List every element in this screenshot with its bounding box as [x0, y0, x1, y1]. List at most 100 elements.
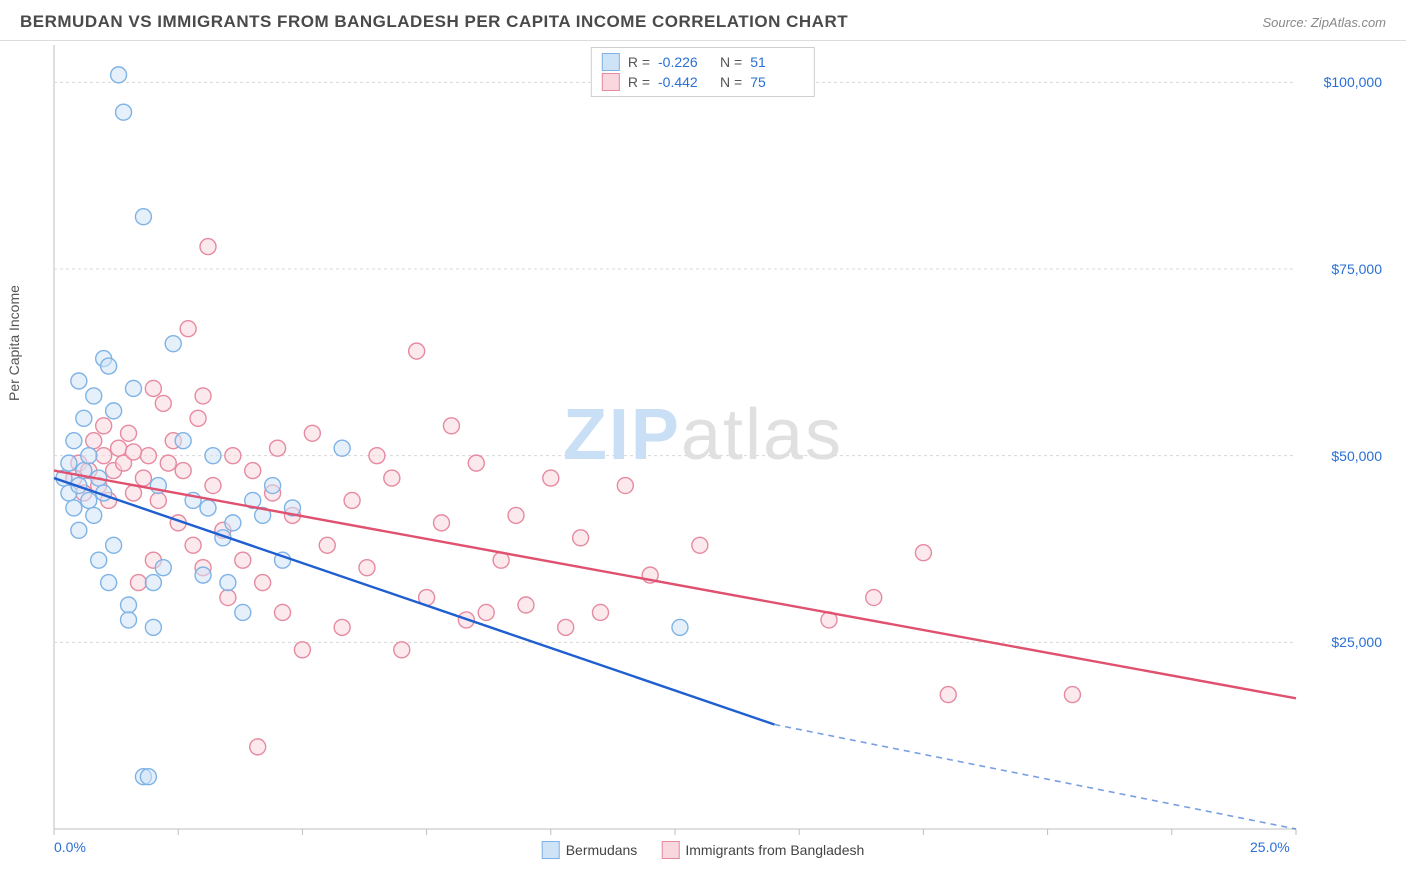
data-point	[135, 470, 151, 486]
data-point	[434, 515, 450, 531]
data-point	[195, 388, 211, 404]
data-point	[270, 440, 286, 456]
data-point	[125, 444, 141, 460]
data-point	[96, 448, 112, 464]
data-point	[265, 478, 281, 494]
data-point	[66, 433, 82, 449]
data-point	[101, 358, 117, 374]
data-point	[235, 552, 251, 568]
data-point	[508, 507, 524, 523]
data-point	[71, 522, 87, 538]
x-axis-start-label: 0.0%	[54, 839, 86, 855]
data-point	[190, 410, 206, 426]
data-point	[220, 590, 236, 606]
data-point	[106, 403, 122, 419]
data-point	[369, 448, 385, 464]
data-point	[1064, 687, 1080, 703]
data-point	[61, 455, 77, 471]
data-point	[478, 604, 494, 620]
data-point	[86, 388, 102, 404]
data-point	[111, 67, 127, 83]
data-point	[617, 478, 633, 494]
data-point	[334, 619, 350, 635]
series-legend: Bermudans Immigrants from Bangladesh	[542, 841, 865, 859]
data-point	[66, 500, 82, 516]
legend-item: Immigrants from Bangladesh	[661, 841, 864, 859]
data-point	[86, 507, 102, 523]
data-point	[155, 395, 171, 411]
data-point	[195, 567, 211, 583]
data-point	[145, 575, 161, 591]
data-point	[200, 239, 216, 255]
data-point	[866, 590, 882, 606]
data-point	[185, 537, 201, 553]
data-point	[81, 492, 97, 508]
stats-row: R =-0.226N =51	[602, 52, 804, 72]
data-point	[225, 515, 241, 531]
data-point	[573, 530, 589, 546]
data-point	[205, 448, 221, 464]
legend-swatch	[661, 841, 679, 859]
data-point	[443, 418, 459, 434]
data-point	[140, 769, 156, 785]
y-tick-label: $50,000	[1331, 448, 1382, 464]
y-tick-label: $75,000	[1331, 261, 1382, 277]
data-point	[205, 478, 221, 494]
y-axis-label: Per Capita Income	[6, 285, 22, 401]
data-point	[359, 560, 375, 576]
data-point	[200, 500, 216, 516]
data-point	[250, 739, 266, 755]
x-axis-end-label: 25.0%	[1250, 839, 1290, 855]
data-point	[468, 455, 484, 471]
data-point	[255, 575, 271, 591]
data-point	[225, 448, 241, 464]
data-point	[518, 597, 534, 613]
trend-line	[54, 471, 1296, 699]
data-point	[160, 455, 176, 471]
data-point	[558, 619, 574, 635]
data-point	[175, 433, 191, 449]
data-point	[275, 604, 291, 620]
data-point	[125, 380, 141, 396]
legend-swatch	[602, 53, 620, 71]
data-point	[140, 448, 156, 464]
data-point	[175, 463, 191, 479]
legend-label: Bermudans	[566, 842, 638, 858]
data-point	[245, 463, 261, 479]
y-tick-label: $100,000	[1324, 74, 1382, 90]
data-point	[86, 433, 102, 449]
stats-row: R =-0.442N =75	[602, 72, 804, 92]
stats-legend: R =-0.226N =51R =-0.442N =75	[591, 47, 815, 97]
data-point	[220, 575, 236, 591]
data-point	[394, 642, 410, 658]
trend-line	[54, 478, 774, 724]
legend-swatch	[542, 841, 560, 859]
data-point	[96, 418, 112, 434]
data-point	[915, 545, 931, 561]
data-point	[409, 343, 425, 359]
data-point	[145, 619, 161, 635]
data-point	[111, 440, 127, 456]
data-point	[71, 373, 87, 389]
data-point	[81, 448, 97, 464]
data-point	[130, 575, 146, 591]
source-attribution: Source: ZipAtlas.com	[1262, 15, 1386, 30]
data-point	[145, 380, 161, 396]
chart-title: BERMUDAN VS IMMIGRANTS FROM BANGLADESH P…	[20, 12, 848, 32]
data-point	[235, 604, 251, 620]
legend-item: Bermudans	[542, 841, 638, 859]
data-point	[121, 425, 137, 441]
data-point	[106, 537, 122, 553]
data-point	[304, 425, 320, 441]
y-tick-label: $25,000	[1331, 634, 1382, 650]
data-point	[121, 597, 137, 613]
data-point	[319, 537, 335, 553]
data-point	[91, 552, 107, 568]
data-point	[101, 575, 117, 591]
data-point	[180, 321, 196, 337]
data-point	[672, 619, 688, 635]
data-point	[135, 209, 151, 225]
data-point	[692, 537, 708, 553]
data-point	[384, 470, 400, 486]
data-point	[334, 440, 350, 456]
